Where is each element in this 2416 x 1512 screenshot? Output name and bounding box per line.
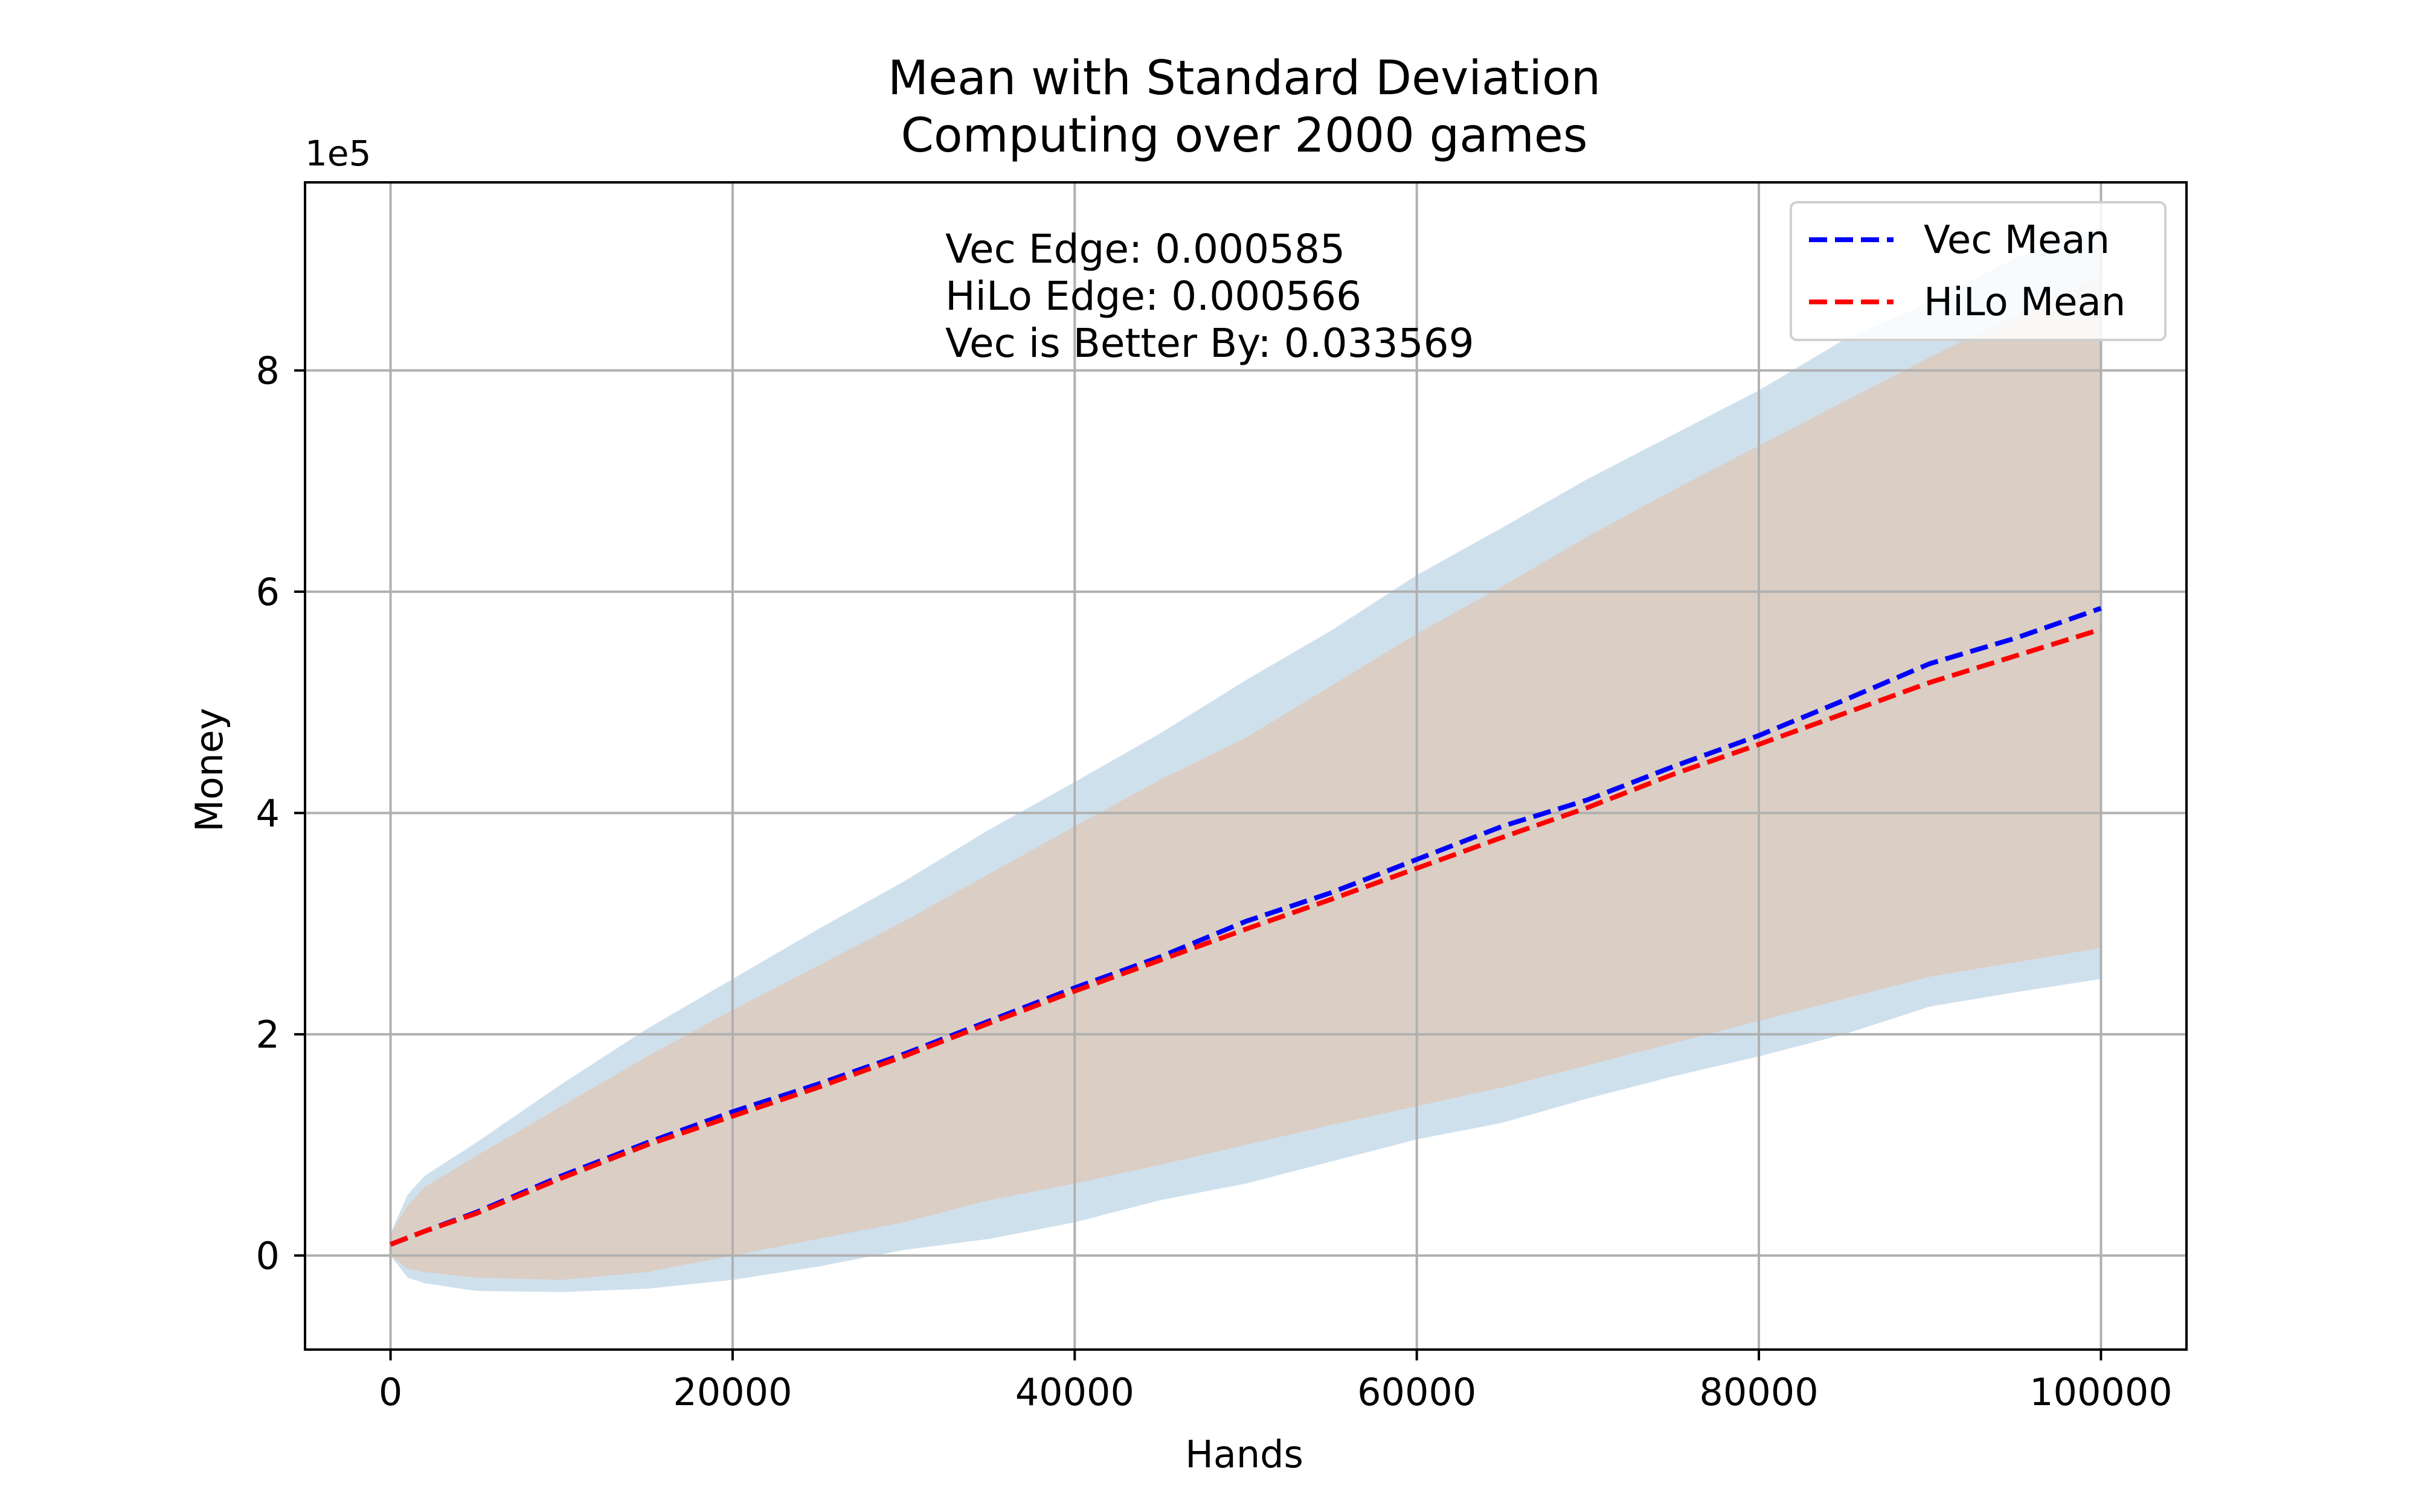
annotation-text-1: HiLo Edge: 0.000566 [945, 273, 1361, 319]
chart-subtitle: Computing over 2000 games [901, 109, 1587, 163]
std-band-hilo [390, 276, 2101, 1280]
x-tick-label: 80000 [1699, 1370, 1818, 1414]
y-tick-label: 0 [256, 1234, 280, 1278]
y-tick-label: 8 [256, 348, 280, 392]
y-axis-label: Money [187, 708, 231, 832]
x-tick-label: 60000 [1357, 1370, 1476, 1414]
annotation-text-0: Vec Edge: 0.000585 [945, 226, 1345, 272]
x-tick-label: 100000 [2029, 1370, 2173, 1414]
plot-frame [304, 181, 2188, 1351]
legend-box [1790, 201, 2167, 341]
x-tick-label: 20000 [673, 1370, 792, 1414]
x-tick-label: 40000 [1015, 1370, 1134, 1414]
y-tick-label: 2 [256, 1013, 280, 1057]
y-offset-label: 1e5 [305, 133, 371, 174]
x-tick-label: 0 [379, 1370, 402, 1414]
series-line-vec-mean [390, 606, 2102, 1247]
legend-label-vec: Vec Mean [1924, 218, 2110, 263]
legend-label-hilo: HiLo Mean [1924, 280, 2125, 325]
series-line-hilo-mean [390, 627, 2102, 1247]
x-axis-label: Hands [1185, 1432, 1303, 1476]
chart-title: Mean with Standard Deviation [888, 51, 1601, 106]
y-tick-label: 4 [256, 791, 280, 835]
y-tick-label: 6 [256, 570, 280, 614]
annotation-text-2: Vec is Better By: 0.033569 [945, 320, 1474, 367]
